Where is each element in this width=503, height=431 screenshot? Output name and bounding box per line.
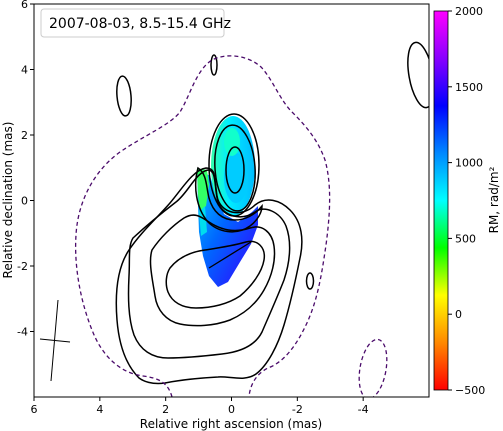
- x-tick-label: 6: [31, 403, 38, 416]
- colorbar-ticks: −500 0 500 1000 1500 2000: [448, 5, 485, 397]
- colorbar-tick-label: 0: [455, 308, 462, 321]
- legend: 2007-08-03, 8.5-15.4 GHz: [40, 8, 231, 38]
- contour-island-edge: [407, 41, 429, 109]
- y-tick-label: -2: [17, 260, 28, 273]
- contour-level-3: [149, 214, 276, 327]
- y-tick-label: 4: [21, 64, 28, 77]
- y-tick-label: 6: [21, 0, 28, 11]
- x-axis-label: Relative right ascension (mas): [140, 417, 322, 431]
- x-tick-label: 0: [228, 403, 235, 416]
- colorbar-tick-label: −500: [455, 384, 485, 397]
- x-tick-label: -2: [292, 403, 303, 416]
- y-ticks: 6 4 2 0 -2 -4: [17, 0, 34, 339]
- contour-core-2: [214, 124, 256, 212]
- y-axis-label: Relative declination (mas): [1, 122, 15, 279]
- contour-island-left: [116, 75, 132, 117]
- rm-lower-region: [197, 168, 258, 287]
- contour-level-4: [165, 240, 266, 309]
- contour-dashed-island: [358, 338, 388, 397]
- jet-ridge-line: [208, 241, 252, 269]
- dashed-contours: [74, 55, 388, 397]
- chart-title: 2007-08-03, 8.5-15.4 GHz: [49, 16, 231, 32]
- colorbar-label: RM, rad/m²: [487, 166, 501, 233]
- colorbar-tick-label: 500: [455, 232, 476, 245]
- x-tick-label: 2: [162, 403, 169, 416]
- beam-cross: [39, 299, 71, 382]
- contour-core-3: [225, 146, 245, 194]
- y-tick-label: -4: [17, 326, 28, 339]
- contour-crescent: [195, 166, 263, 233]
- contour-island-top: [210, 54, 218, 76]
- y-tick-label: 0: [21, 195, 28, 208]
- y-tick-label: 2: [21, 129, 28, 142]
- colorbar-tick-label: 2000: [455, 5, 483, 18]
- colorbar-tick-label: 1500: [455, 81, 483, 94]
- colorbar: [433, 10, 449, 391]
- x-tick-label: 4: [96, 403, 103, 416]
- contours: [115, 41, 429, 385]
- colorbar-tick-label: 1000: [455, 157, 483, 170]
- x-ticks: 6 4 2 0 -2 -4: [31, 397, 369, 416]
- contour-dashed-main: [74, 55, 331, 397]
- contour-core-1: [208, 113, 260, 217]
- contour-level-2: [127, 169, 291, 359]
- x-tick-label: -4: [358, 403, 369, 416]
- contour-island-right: [305, 272, 315, 290]
